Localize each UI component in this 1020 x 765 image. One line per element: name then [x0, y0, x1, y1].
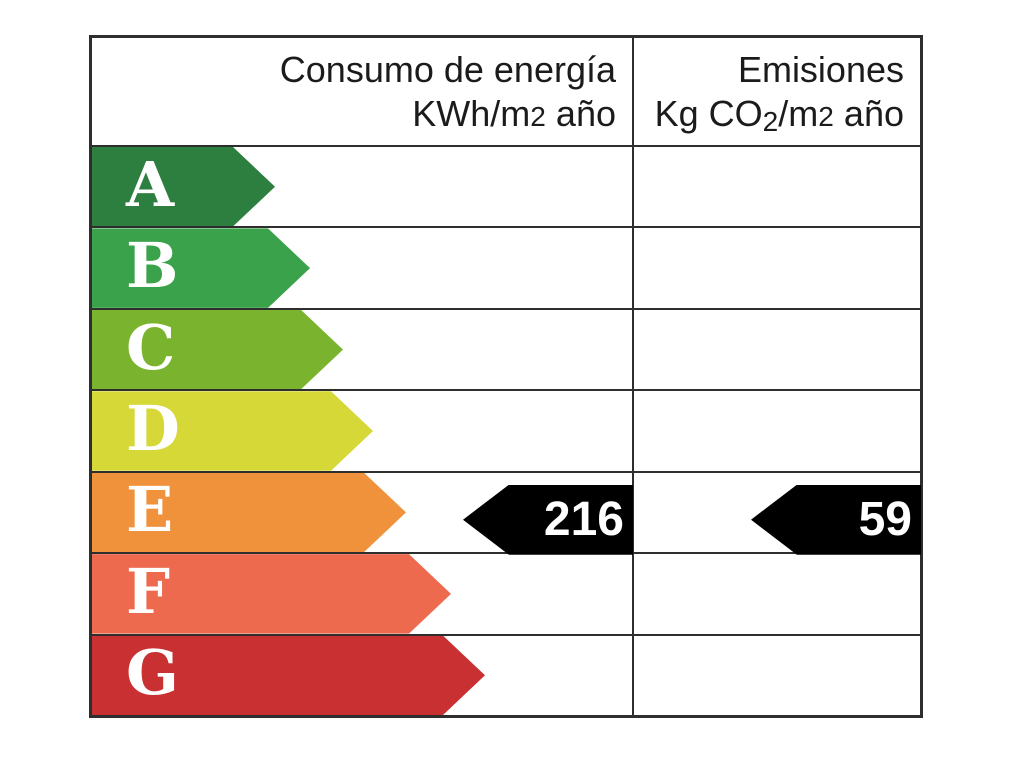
emissions-value-marker: 59 [751, 484, 921, 555]
rating-arrow-d: D [92, 391, 373, 470]
rating-letter: B [126, 229, 179, 303]
emissions-column-cell [632, 307, 920, 390]
rating-letter: D [126, 391, 180, 465]
rating-arrow-f: F [92, 554, 451, 633]
emissions-column-cell [632, 226, 920, 308]
rating-arrow-e: E [92, 473, 406, 552]
emissions-column-cell [632, 389, 920, 471]
consumption-column-cell: B [92, 226, 632, 307]
rating-letter: E [126, 473, 174, 547]
emissions-column-cell [632, 552, 920, 634]
emissions-column-cell [632, 633, 920, 715]
emissions-header: Emisiones Kg CO2/m2 año [632, 38, 920, 145]
consumption-column-cell: D [92, 389, 632, 470]
consumption-column-cell: F [92, 552, 632, 633]
rating-letter: F [126, 554, 171, 628]
rating-letter: A [126, 147, 175, 221]
rating-letter: C [126, 310, 176, 384]
emissions-title: Emisiones [737, 49, 904, 91]
rating-arrow-g: G [92, 636, 485, 715]
rating-arrow-a: A [92, 147, 275, 226]
consumption-column-cell: A [92, 145, 632, 226]
rating-letter: G [126, 636, 179, 710]
emissions-column-cell: 59 [632, 470, 921, 555]
consumption-column-cell: E 216 [92, 470, 633, 555]
rating-arrow-c: C [92, 310, 343, 389]
consumption-header: Consumo de energía KWh/m2 año [92, 38, 632, 145]
consumption-value: 216 [543, 492, 624, 546]
consumption-title: Consumo de energía [279, 49, 616, 91]
emissions-value: 59 [858, 492, 912, 546]
rating-arrow-b: B [92, 228, 310, 307]
emissions-column-cell [632, 145, 920, 227]
energy-rating-table: Consumo de energía KWh/m2 año Emisiones … [89, 35, 923, 718]
consumption-unit: KWh/m2 año [412, 92, 616, 134]
consumption-value-marker: 216 [463, 484, 633, 555]
consumption-column-cell: C [92, 307, 632, 389]
consumption-column-cell: G [92, 633, 632, 715]
emissions-unit: Kg CO2/m2 año [654, 92, 904, 137]
